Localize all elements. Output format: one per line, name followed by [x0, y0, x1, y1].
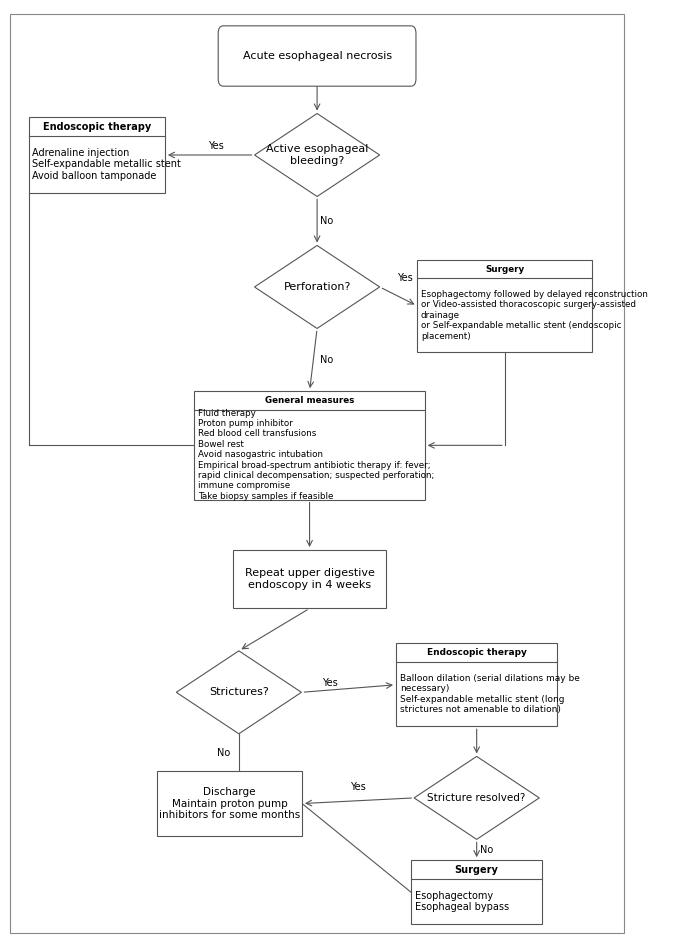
- Bar: [233, 550, 386, 609]
- Bar: [411, 860, 542, 924]
- Text: Strictures?: Strictures?: [209, 688, 269, 697]
- Text: Active esophageal
bleeding?: Active esophageal bleeding?: [266, 145, 368, 165]
- Text: Balloon dilation (serial dilations may be
necessary)
Self-expandable metallic st: Balloon dilation (serial dilations may b…: [399, 674, 579, 714]
- Text: Endoscopic therapy: Endoscopic therapy: [427, 649, 527, 657]
- Polygon shape: [414, 756, 539, 840]
- Text: Stricture resolved?: Stricture resolved?: [428, 793, 526, 803]
- Polygon shape: [254, 113, 380, 197]
- Text: Surgery: Surgery: [455, 864, 499, 875]
- Text: Yes: Yes: [350, 782, 366, 791]
- Text: Esophagectomy
Esophageal bypass: Esophagectomy Esophageal bypass: [415, 891, 509, 912]
- Text: Repeat upper digestive
endoscopy in 4 weeks: Repeat upper digestive endoscopy in 4 we…: [245, 569, 375, 590]
- Polygon shape: [254, 245, 380, 328]
- Text: Surgery: Surgery: [485, 264, 525, 274]
- Text: Yes: Yes: [208, 141, 224, 150]
- Text: Adrenaline injection
Self-expandable metallic stent
Avoid balloon tamponade: Adrenaline injection Self-expandable met…: [32, 147, 181, 181]
- Text: Esophagectomy followed by delayed reconstruction
or Video-assisted thoracoscopic: Esophagectomy followed by delayed recons…: [421, 290, 648, 340]
- Text: No: No: [321, 216, 334, 226]
- Text: No: No: [480, 844, 493, 855]
- Text: Acute esophageal necrosis: Acute esophageal necrosis: [243, 51, 392, 61]
- Polygon shape: [176, 650, 302, 734]
- Text: Perforation?: Perforation?: [283, 281, 351, 292]
- Text: Endoscopic therapy: Endoscopic therapy: [42, 122, 151, 131]
- Bar: [194, 391, 425, 499]
- Bar: [396, 643, 557, 727]
- Text: Yes: Yes: [321, 678, 337, 688]
- Text: Discharge
Maintain proton pump
inhibitors for some months: Discharge Maintain proton pump inhibitor…: [159, 786, 300, 820]
- Text: No: No: [321, 355, 334, 365]
- Text: Fluid therapy
Proton pump inhibitor
Red blood cell transfusions
Bowel rest
Avoid: Fluid therapy Proton pump inhibitor Red …: [198, 409, 434, 501]
- Bar: [157, 771, 302, 836]
- Bar: [29, 117, 165, 193]
- Text: Yes: Yes: [397, 273, 412, 282]
- FancyBboxPatch shape: [218, 26, 416, 87]
- Text: No: No: [217, 747, 230, 758]
- Bar: [417, 260, 592, 352]
- Text: General measures: General measures: [265, 396, 354, 405]
